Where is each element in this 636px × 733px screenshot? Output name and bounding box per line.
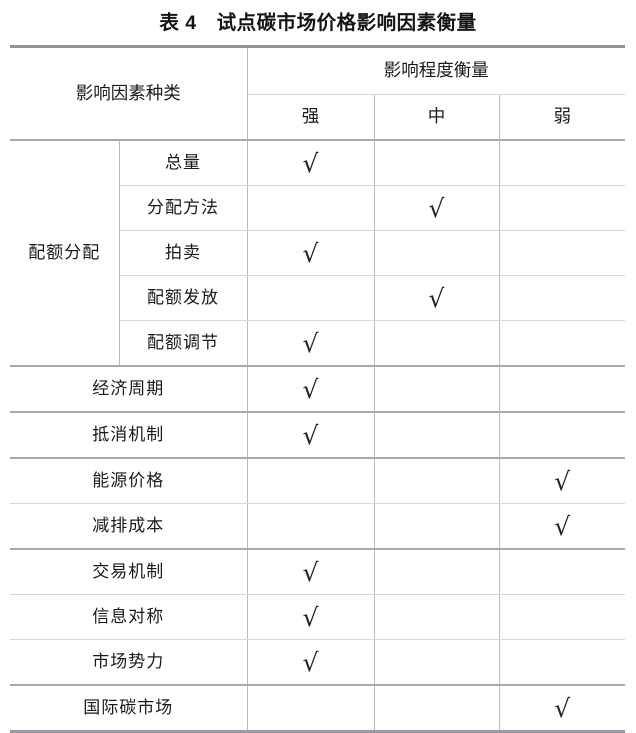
header-level-weak: 弱	[498, 94, 626, 141]
check-mark-icon: √	[302, 149, 319, 179]
header-level-strong: 强	[246, 94, 375, 141]
check-mark-icon: √	[302, 421, 319, 451]
row-label: 抵消机制	[10, 411, 248, 459]
row-label: 能源价格	[10, 457, 248, 504]
mark-medium-empty	[373, 503, 500, 550]
mark-strong: √	[246, 639, 375, 686]
mark-weak-empty	[498, 365, 626, 413]
row-label: 配额调节	[118, 320, 248, 367]
mark-medium-empty	[373, 457, 500, 504]
table-row: 信息对称 √	[10, 594, 626, 640]
table-row: 国际碳市场 √	[10, 684, 626, 733]
table-row: 配额调节 √	[10, 320, 626, 367]
check-mark-icon: √	[428, 284, 445, 314]
check-mark-icon: √	[554, 467, 571, 497]
table-header-row-primary: 影响因素种类 影响程度衡量	[10, 45, 626, 141]
mark-strong-empty	[246, 457, 375, 504]
mark-medium-empty	[373, 411, 500, 459]
row-label: 国际碳市场	[10, 684, 248, 733]
mark-strong: √	[246, 548, 375, 595]
mark-strong-empty	[246, 684, 375, 733]
mark-weak-empty	[498, 594, 626, 640]
mark-medium-empty	[373, 594, 500, 640]
mark-strong: √	[246, 230, 375, 276]
mark-weak: √	[498, 684, 626, 733]
mark-strong: √	[246, 411, 375, 459]
mark-weak-empty	[498, 639, 626, 686]
row-label: 减排成本	[10, 503, 248, 550]
check-mark-icon: √	[428, 194, 445, 224]
mark-medium-empty	[373, 230, 500, 276]
mark-medium: √	[373, 185, 500, 231]
table-row: 拍卖 √	[10, 230, 626, 276]
header-level-medium: 中	[373, 94, 500, 141]
mark-medium: √	[373, 275, 500, 321]
mark-weak-empty	[498, 185, 626, 231]
row-group-label: 配额分配	[10, 139, 120, 367]
check-mark-icon: √	[302, 558, 319, 588]
header-category-label: 影响因素种类	[10, 45, 248, 141]
mark-weak: √	[498, 457, 626, 504]
table-row: 抵消机制 √	[10, 411, 626, 459]
check-mark-icon: √	[302, 375, 319, 405]
mark-weak-empty	[498, 139, 626, 186]
table-header-row-levels: 强中弱	[10, 94, 626, 141]
mark-medium-empty	[373, 684, 500, 733]
page-title: 表 4 试点碳市场价格影响因素衡量	[159, 12, 477, 34]
mark-strong: √	[246, 320, 375, 367]
mark-weak-empty	[498, 275, 626, 321]
check-mark-icon: √	[554, 512, 571, 542]
row-label: 分配方法	[118, 185, 248, 231]
mark-strong: √	[246, 139, 375, 186]
mark-strong-empty	[246, 503, 375, 550]
table-row: 经济周期 √	[10, 365, 626, 413]
table-row: 交易机制 √	[10, 548, 626, 595]
check-mark-icon: √	[302, 648, 319, 678]
mark-weak: √	[498, 503, 626, 550]
table-body: 影响因素种类 影响程度衡量强中弱配额分配 总量 √ 分配方法 √ 拍卖 √ 配额发放 √ 配额调节 √…	[10, 45, 626, 733]
table-row: 配额发放 √	[10, 275, 626, 321]
table-row: 市场势力 √	[10, 639, 626, 686]
mark-weak-empty	[498, 320, 626, 367]
check-mark-icon: √	[302, 603, 319, 633]
mark-medium-empty	[373, 548, 500, 595]
check-mark-icon: √	[302, 239, 319, 269]
table-row: 减排成本 √	[10, 503, 626, 550]
check-mark-icon: √	[302, 329, 319, 359]
mark-weak-empty	[498, 411, 626, 459]
row-label: 经济周期	[10, 365, 248, 413]
row-label: 交易机制	[10, 548, 248, 595]
table-row: 配额分配 总量 √	[10, 139, 626, 367]
table-row: 能源价格 √	[10, 457, 626, 504]
mark-strong: √	[246, 594, 375, 640]
mark-weak-empty	[498, 548, 626, 595]
mark-medium-empty	[373, 139, 500, 186]
row-label: 信息对称	[10, 594, 248, 640]
mark-strong-empty	[246, 275, 375, 321]
mark-weak-empty	[498, 230, 626, 276]
mark-medium-empty	[373, 639, 500, 686]
mark-strong-empty	[246, 185, 375, 231]
row-label: 配额发放	[118, 275, 248, 321]
mark-medium-empty	[373, 365, 500, 413]
mark-medium-empty	[373, 320, 500, 367]
row-label: 拍卖	[118, 230, 248, 276]
row-label: 总量	[118, 139, 248, 186]
header-measure-label: 影响程度衡量	[246, 45, 626, 95]
row-label: 市场势力	[10, 639, 248, 686]
influence-factors-table: 影响因素种类 影响程度衡量强中弱配额分配 总量 √ 分配方法 √ 拍卖 √ 配额发放 √ 配额调节 √…	[10, 45, 626, 733]
check-mark-icon: √	[554, 694, 571, 724]
mark-strong: √	[246, 365, 375, 413]
table-container: 影响因素种类 影响程度衡量强中弱配额分配 总量 √ 分配方法 √ 拍卖 √ 配额发放 √ 配额调节 √…	[10, 45, 626, 733]
